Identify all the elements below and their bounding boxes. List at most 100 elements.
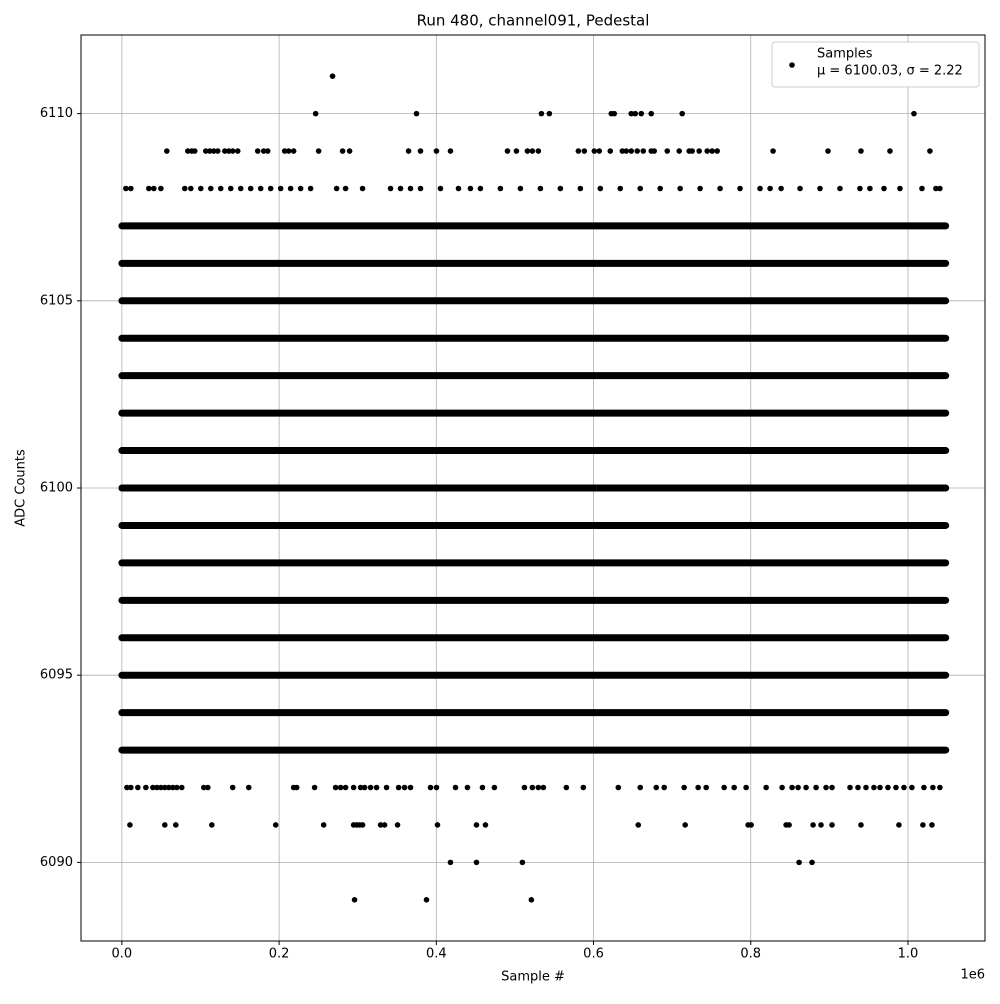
x-tick-label: 0.8	[740, 947, 761, 962]
sample-point	[346, 148, 353, 154]
sample-point	[217, 185, 224, 192]
sample-point	[817, 185, 823, 192]
sample-point	[617, 185, 624, 192]
sample-point	[677, 185, 683, 192]
sample-point	[332, 784, 339, 791]
x-offset-label: 1e6	[960, 968, 985, 983]
sample-point	[877, 784, 883, 791]
sample-point	[297, 185, 304, 192]
sample-point	[628, 148, 635, 154]
sample-point	[524, 148, 531, 154]
sample-point	[731, 784, 737, 791]
sample-point	[664, 148, 671, 154]
sample-point	[521, 784, 528, 791]
sample-point	[535, 784, 542, 791]
sample-point	[287, 185, 294, 192]
sample-point	[260, 148, 267, 154]
sample-point	[887, 148, 893, 154]
sample-point	[245, 784, 252, 791]
sample-point	[933, 185, 939, 192]
sample-point	[464, 784, 471, 791]
sample-point	[204, 784, 211, 791]
sample-point	[455, 185, 462, 192]
sample-point	[709, 148, 715, 154]
sample-point	[697, 185, 703, 192]
sample-point	[858, 822, 864, 828]
sample-point	[423, 897, 430, 903]
sample-point	[174, 784, 180, 791]
sample-point	[901, 784, 907, 791]
sample-point	[679, 110, 685, 117]
sample-point	[154, 784, 160, 791]
sample-point	[161, 784, 168, 791]
sample-point	[237, 185, 244, 192]
sample-point	[158, 784, 164, 791]
sample-point	[342, 784, 349, 791]
y-tick-label: 6100	[40, 481, 73, 496]
sample-point	[477, 185, 484, 192]
sample-point	[395, 784, 402, 791]
sample-point	[337, 784, 344, 791]
sample-point	[267, 185, 274, 192]
sample-point	[206, 148, 213, 154]
sample-point	[796, 859, 802, 866]
sample-point	[170, 784, 176, 791]
sample-point	[563, 784, 570, 791]
sample-point	[721, 784, 727, 791]
sample-point	[893, 784, 899, 791]
sample-point	[535, 148, 542, 154]
sample-point	[557, 185, 564, 192]
sample-point	[202, 148, 209, 154]
sample-point	[513, 148, 520, 154]
sample-point	[763, 784, 769, 791]
plot-frame	[80, 34, 986, 942]
sample-point	[387, 185, 394, 192]
sample-point	[795, 784, 801, 791]
sample-point	[786, 822, 792, 828]
y-tick-label: 6090	[40, 855, 73, 870]
sample-point	[161, 822, 168, 828]
sample-point	[437, 185, 444, 192]
sample-point	[417, 185, 424, 192]
sample-point	[818, 822, 824, 828]
sample-point	[307, 185, 314, 192]
sample-point	[207, 185, 214, 192]
sample-point	[504, 148, 511, 154]
sample-point	[881, 185, 887, 192]
sample-point	[591, 148, 598, 154]
sample-point	[427, 784, 434, 791]
sample-point	[150, 784, 156, 791]
sample-point	[405, 148, 412, 154]
sample-point	[825, 148, 831, 154]
sample-point	[452, 784, 459, 791]
sample-point	[188, 185, 194, 192]
sample-point	[146, 185, 152, 192]
y-axis-label: ADC Counts	[14, 449, 29, 527]
sample-point	[377, 822, 384, 828]
x-tick-label: 0.2	[269, 947, 290, 962]
sample-point	[855, 784, 861, 791]
sample-point	[447, 859, 454, 866]
sample-point	[178, 784, 185, 791]
sample-point	[373, 784, 380, 791]
sample-point	[748, 822, 754, 828]
sample-point	[897, 185, 903, 192]
sample-point	[315, 148, 322, 154]
sample-point	[467, 185, 474, 192]
sample-point	[676, 148, 683, 154]
sample-point	[885, 784, 891, 791]
sample-point	[227, 185, 234, 192]
sample-point	[166, 784, 172, 791]
sample-point	[434, 822, 441, 828]
sample-point	[473, 822, 480, 828]
sample-point	[350, 784, 357, 791]
sample-point	[921, 784, 927, 791]
sample-point	[696, 148, 702, 154]
y-tick-label: 6110	[40, 106, 73, 121]
sample-point	[528, 897, 535, 903]
sample-point	[871, 784, 877, 791]
sample-point	[704, 148, 710, 154]
sample-point	[342, 185, 349, 192]
sample-point	[619, 148, 626, 154]
sample-point	[634, 148, 641, 154]
